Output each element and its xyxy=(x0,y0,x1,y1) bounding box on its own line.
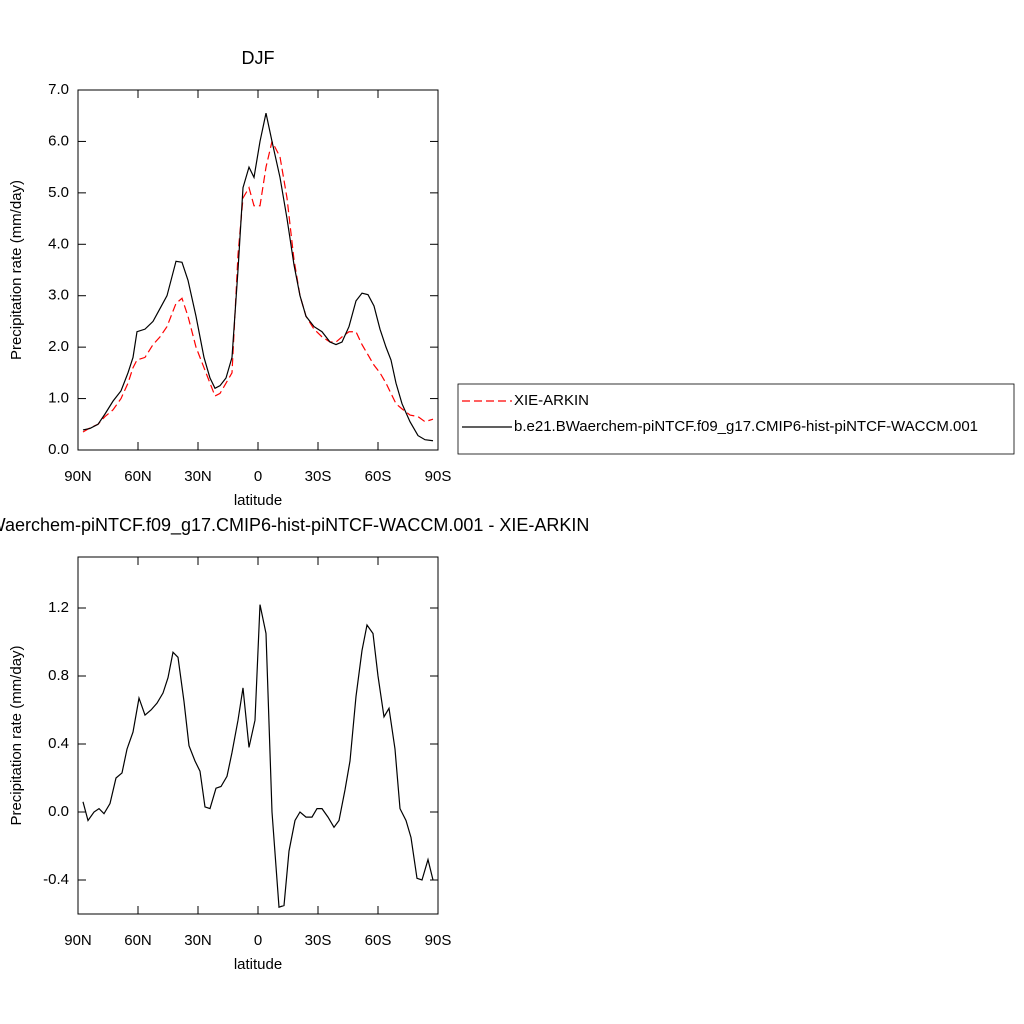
x-tick-label: 60N xyxy=(124,932,152,949)
y-tick-label: 0.4 xyxy=(48,735,69,752)
x-tick-label: 60N xyxy=(124,468,152,485)
x-tick-label: 60S xyxy=(365,932,392,949)
y-tick-label: 1.0 xyxy=(48,390,69,407)
x-tick-label: 90N xyxy=(64,932,92,949)
chart-title: DJF xyxy=(242,48,275,68)
data-line xyxy=(82,139,434,433)
x-tick-label: 30N xyxy=(184,468,212,485)
x-tick-label: 30N xyxy=(184,932,212,949)
x-tick-label: 0 xyxy=(254,468,262,485)
y-tick-label: 0.0 xyxy=(48,441,69,458)
x-tick-label: 90S xyxy=(425,468,452,485)
x-tick-label: 0 xyxy=(254,932,262,949)
y-tick-label: 4.0 xyxy=(48,235,69,252)
legend-box xyxy=(457,383,1015,455)
y-tick-label: 2.0 xyxy=(48,338,69,355)
x-tick-label: 60S xyxy=(365,468,392,485)
y-tick-label: 1.2 xyxy=(48,599,69,616)
y-tick-label: 3.0 xyxy=(48,287,69,304)
x-tick-label: 90S xyxy=(425,932,452,949)
legend-label: b.e21.BWaerchem-piNTCF.f09_g17.CMIP6-his… xyxy=(514,418,978,435)
data-line xyxy=(82,604,434,909)
x-tick-label: 90N xyxy=(64,468,92,485)
y-axis-label: Precipitation rate (mm/day) xyxy=(8,645,25,825)
x-tick-label: 30S xyxy=(305,932,332,949)
chart-title: b.e21.BWaerchem-piNTCF.f09_g17.CMIP6-his… xyxy=(0,515,589,536)
y-tick-label: 6.0 xyxy=(48,132,69,149)
y-tick-label: 0.8 xyxy=(48,667,69,684)
y-axis-label: Precipitation rate (mm/day) xyxy=(8,180,25,360)
x-axis-label: latitude xyxy=(234,492,282,509)
plot-frame xyxy=(77,89,439,451)
data-line xyxy=(82,113,434,442)
y-tick-label: -0.4 xyxy=(43,871,69,888)
y-tick-label: 0.0 xyxy=(48,803,69,820)
y-tick-label: 5.0 xyxy=(48,184,69,201)
legend-label: XIE-ARKIN xyxy=(514,392,589,409)
x-tick-label: 30S xyxy=(305,468,332,485)
y-tick-label: 7.0 xyxy=(48,81,69,98)
x-axis-label: latitude xyxy=(234,956,282,973)
